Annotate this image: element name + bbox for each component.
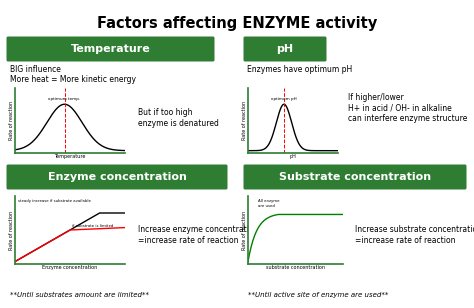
Text: optimum temp.: optimum temp. — [48, 97, 81, 101]
X-axis label: Temperature: Temperature — [55, 154, 86, 159]
Text: Increase substrate concentratio
=increase rate of reaction: Increase substrate concentratio =increas… — [355, 225, 474, 245]
Text: BIG influence: BIG influence — [10, 65, 61, 74]
Text: Enzyme concentration: Enzyme concentration — [47, 172, 186, 182]
Text: Increase enzyme concentration
=increase rate of reaction: Increase enzyme concentration =increase … — [138, 225, 258, 245]
Y-axis label: Rate of reaction: Rate of reaction — [242, 101, 246, 140]
Text: More heat = More kinetic energy: More heat = More kinetic energy — [10, 75, 136, 84]
Text: optimum pH: optimum pH — [271, 97, 297, 101]
FancyBboxPatch shape — [7, 37, 215, 62]
FancyBboxPatch shape — [244, 164, 466, 189]
Text: Temperature: Temperature — [71, 44, 150, 54]
Text: pH: pH — [276, 44, 293, 54]
Y-axis label: Rate of reaction: Rate of reaction — [242, 210, 246, 249]
FancyBboxPatch shape — [244, 37, 327, 62]
Text: steady increase if substrate available: steady increase if substrate available — [18, 199, 91, 203]
Text: Enzymes have optimum pH: Enzymes have optimum pH — [247, 65, 352, 74]
Text: But if too high
enzyme is denatured: But if too high enzyme is denatured — [138, 108, 219, 128]
Y-axis label: Rate of reaction: Rate of reaction — [9, 101, 14, 140]
Text: Factors affecting ENZYME activity: Factors affecting ENZYME activity — [97, 16, 377, 31]
Text: If higher/lower
H+ in acid / OH- in alkaline
can interfere enzyme structure: If higher/lower H+ in acid / OH- in alka… — [348, 93, 467, 123]
Text: **Until substrates amount are limited**: **Until substrates amount are limited** — [10, 292, 149, 298]
Text: if substrate is limited: if substrate is limited — [72, 224, 114, 228]
X-axis label: substrate concentration: substrate concentration — [266, 265, 325, 270]
X-axis label: Enzyme concentration: Enzyme concentration — [42, 265, 98, 270]
Text: **Until active site of enzyme are used**: **Until active site of enzyme are used** — [248, 292, 388, 298]
Y-axis label: Rate of reaction: Rate of reaction — [9, 210, 14, 249]
X-axis label: pH: pH — [290, 154, 296, 159]
Text: All enzyme
are used: All enzyme are used — [257, 199, 279, 208]
Text: Substrate concentration: Substrate concentration — [279, 172, 431, 182]
FancyBboxPatch shape — [7, 164, 228, 189]
